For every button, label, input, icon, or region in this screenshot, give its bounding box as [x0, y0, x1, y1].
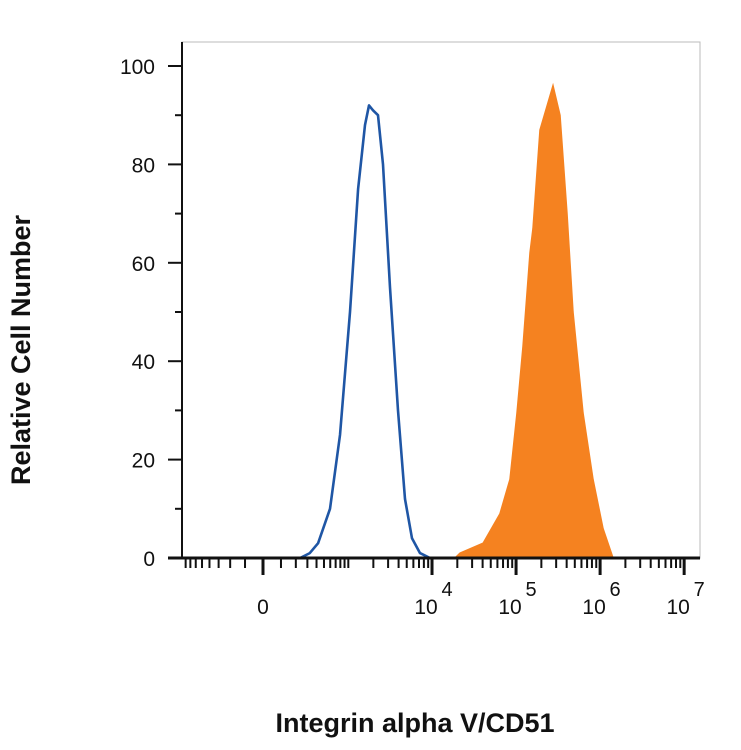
y-tick-label: 60 — [132, 253, 155, 276]
x-tick-label: 10 — [666, 596, 689, 619]
series-layer — [182, 82, 691, 560]
y-tick-label: 80 — [132, 154, 155, 177]
x-tick-label: 0 — [257, 596, 269, 619]
x-tick-exponent: 7 — [694, 579, 705, 601]
y-tick-label: 20 — [132, 450, 155, 473]
x-tick-label: 10 — [498, 596, 521, 619]
series-isotype-control — [182, 104, 691, 560]
y-axis-title: Relative Cell Number — [6, 214, 36, 485]
x-tick-exponent: 6 — [610, 579, 621, 601]
x-axis-title: Integrin alpha V/CD51 — [275, 708, 554, 738]
plot-frame — [181, 41, 701, 559]
x-tick-label: 10 — [582, 596, 605, 619]
y-tick-label: 0 — [143, 548, 155, 571]
series-integrin-alpha-v-cd51-antibody — [300, 82, 615, 559]
x-tick-exponent: 5 — [525, 579, 536, 601]
x-tick-exponent: 4 — [441, 579, 452, 601]
y-tick-label: 40 — [132, 351, 155, 374]
y-tick-label: 100 — [120, 56, 155, 79]
x-tick-label: 10 — [414, 596, 437, 619]
